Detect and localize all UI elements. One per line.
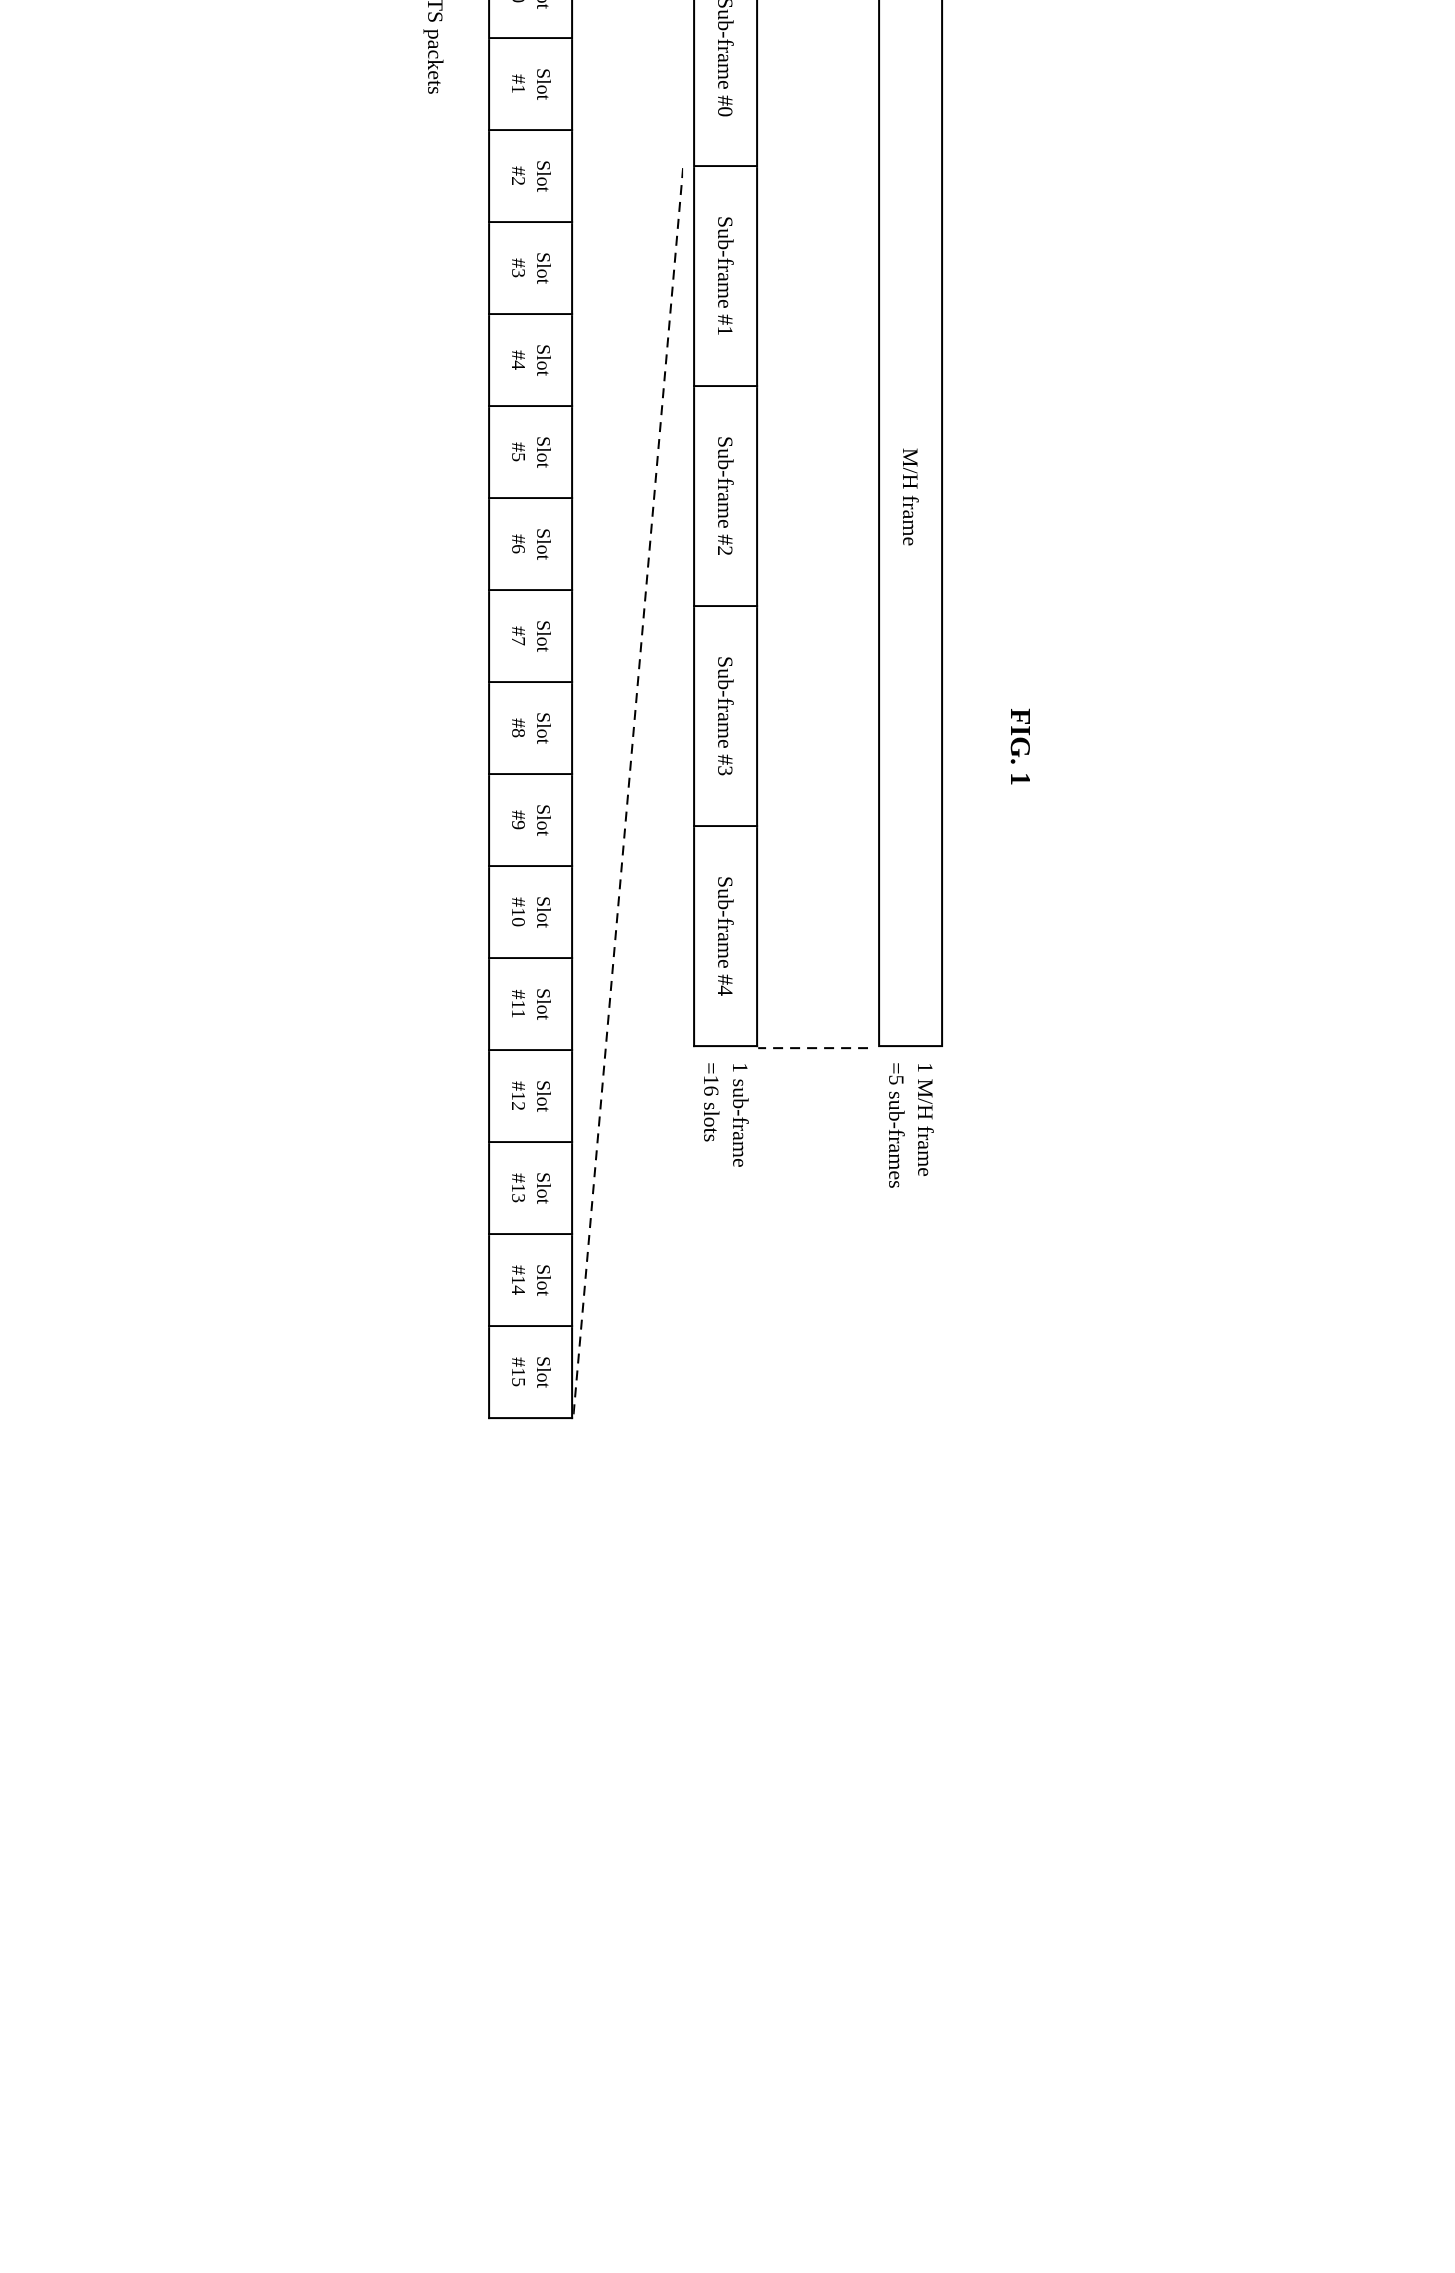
slot-group: Slot#0Slot#1Slot#2Slot#3Slot#4Slot#5Slot… <box>488 0 573 1419</box>
subframe-cell-3: Sub-frame #3 <box>693 607 758 827</box>
level2-side-label: 1 sub-frame =16 slots <box>697 1062 754 1168</box>
subframe-cell-2: Sub-frame #2 <box>693 387 758 607</box>
slot-cell-15: Slot#15 <box>488 1327 573 1419</box>
slot-cell-6: Slot#6 <box>488 499 573 591</box>
subframe-group: Sub-frame #0Sub-frame #1Sub-frame #2Sub-… <box>693 0 758 1047</box>
figure-container: FIG. 1 M/H frame 1 M/H frame =5 sub-fram… <box>420 0 1034 1547</box>
subframe-cell-0: Sub-frame #0 <box>693 0 758 167</box>
level3-bottom-line1: 1 slot <box>449 0 478 1547</box>
slot-cell-13: Slot#13 <box>488 1143 573 1235</box>
level1-row: M/H frame 1 M/H frame =5 sub-frames <box>878 0 943 1547</box>
figure-title: FIG. 1 <box>1003 0 1035 1547</box>
slot-cell-8: Slot#8 <box>488 683 573 775</box>
slot-cell-1: Slot#1 <box>488 39 573 131</box>
slot-cell-11: Slot#11 <box>488 959 573 1051</box>
slot-cell-10: Slot#10 <box>488 867 573 959</box>
slot-cell-5: Slot#5 <box>488 407 573 499</box>
connector-1 <box>758 0 868 1051</box>
level2-side-line1: 1 sub-frame <box>725 1062 754 1168</box>
level2-side-line2: =16 slots <box>697 1062 726 1168</box>
subframe-cell-4: Sub-frame #4 <box>693 827 758 1047</box>
level3-row: Slot#0Slot#1Slot#2Slot#3Slot#4Slot#5Slot… <box>488 0 573 1547</box>
level3-bottom-line2: =156 TS packets <box>420 0 449 1547</box>
slot-cell-14: Slot#14 <box>488 1235 573 1327</box>
slot-cell-0: Slot#0 <box>488 0 573 39</box>
level1-side-line1: 1 M/H frame <box>910 1062 939 1189</box>
slot-cell-9: Slot#9 <box>488 775 573 867</box>
mh-frame-box: M/H frame <box>878 0 943 1047</box>
slot-cell-2: Slot#2 <box>488 131 573 223</box>
level3-bottom-label: 1 slot =156 TS packets <box>420 0 477 1547</box>
slot-cell-4: Slot#4 <box>488 315 573 407</box>
slot-cell-12: Slot#12 <box>488 1051 573 1143</box>
level2-row: Sub-frame #0Sub-frame #1Sub-frame #2Sub-… <box>693 0 758 1547</box>
slot-cell-3: Slot#3 <box>488 223 573 315</box>
subframe-cell-1: Sub-frame #1 <box>693 167 758 387</box>
diagram: M/H frame 1 M/H frame =5 sub-frames Sub-… <box>420 0 942 1547</box>
slot-cell-7: Slot#7 <box>488 591 573 683</box>
level1-side-line2: =5 sub-frames <box>882 1062 911 1189</box>
connector-2 <box>573 0 683 1423</box>
level1-side-label: 1 M/H frame =5 sub-frames <box>882 1062 939 1189</box>
